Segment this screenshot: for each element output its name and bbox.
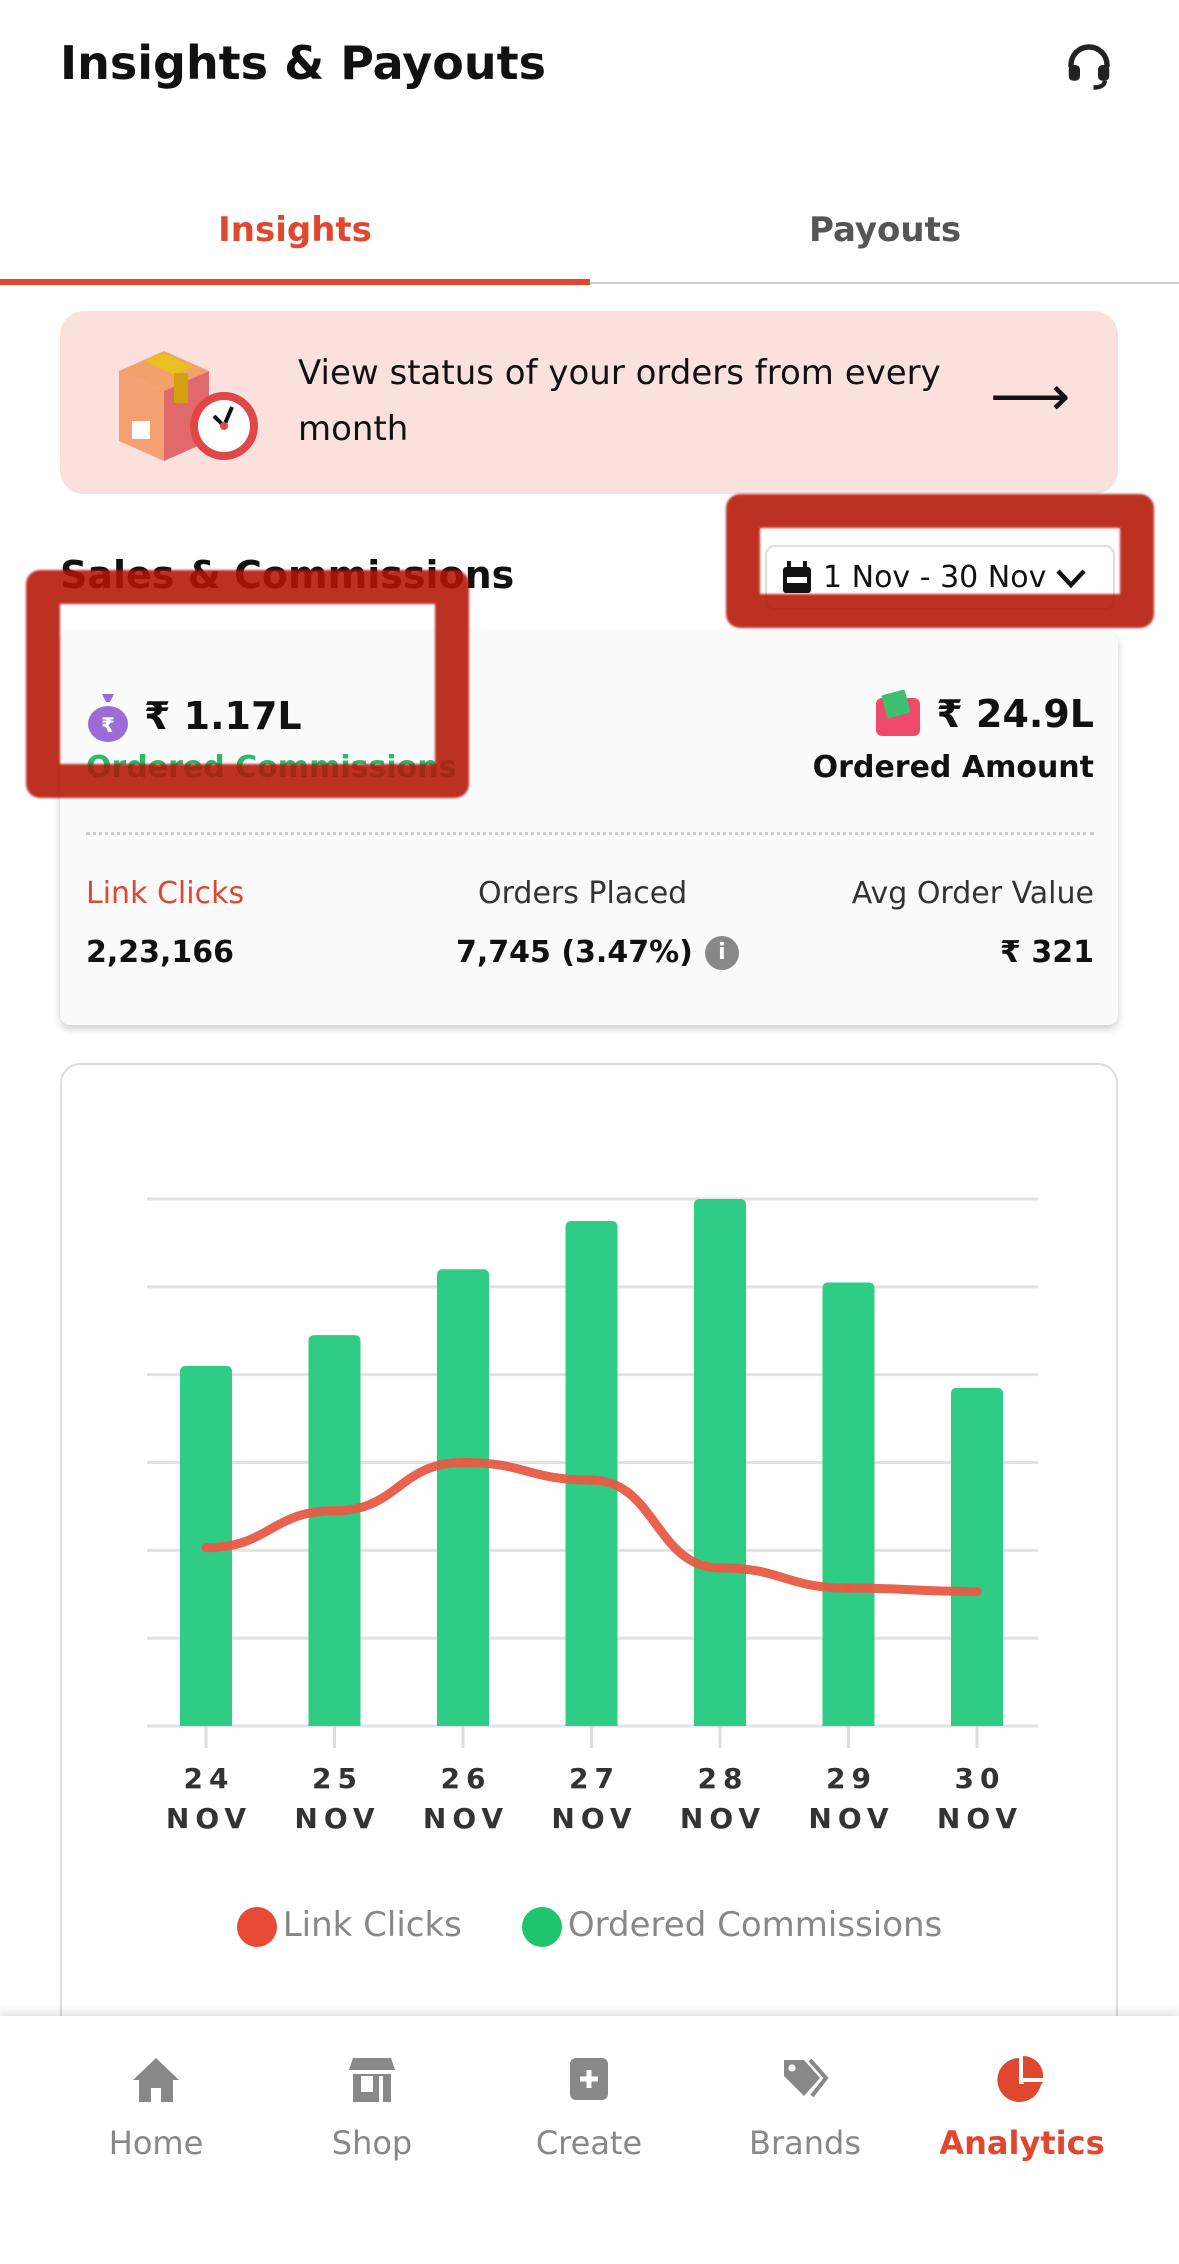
nav-brands[interactable]: Brands: [705, 2056, 905, 2162]
line-point: [844, 1584, 853, 1593]
x-tick-label-day: 30: [955, 1762, 1006, 1795]
x-tick-label-day: 24: [184, 1762, 235, 1795]
link-clicks-value: 2,23,166: [86, 935, 235, 970]
orders-placed-row: 7,745 (3.47%) i: [456, 935, 739, 970]
home-icon: [133, 2058, 179, 2102]
line-point: [459, 1458, 467, 1467]
banner-text: View status of your orders from every mo…: [298, 353, 941, 449]
cash-envelope-icon: [876, 690, 921, 736]
line-point: [716, 1563, 724, 1572]
x-tick-label-month: NOV: [294, 1802, 380, 1835]
nav-label: Brands: [749, 2124, 861, 2162]
plus-square-icon: [570, 2058, 608, 2100]
bar: [565, 1220, 618, 1726]
tag-icon: [784, 2058, 829, 2098]
x-tick-label-month: NOV: [680, 1802, 766, 1835]
divider: [86, 832, 1094, 835]
line-point: [973, 1587, 981, 1596]
bar: [694, 1199, 746, 1726]
pie-chart-icon: [997, 2056, 1044, 2102]
arrow-right-icon: ⟶: [990, 364, 1071, 427]
amount-label: Ordered Amount: [812, 750, 1094, 785]
bottom-nav: Home Shop Create Brands Analytics: [0, 2016, 1179, 2264]
x-tick-label-day: 29: [826, 1762, 877, 1795]
info-icon[interactable]: i: [704, 935, 739, 970]
commissions-value: ₹ 1.17L: [144, 694, 302, 738]
page-title: Insights & Payouts: [60, 36, 547, 90]
tab-active-indicator: [0, 279, 590, 285]
svg-text:₹: ₹: [101, 713, 115, 737]
x-tick-label-month: NOV: [423, 1802, 509, 1835]
line-point: [587, 1476, 596, 1485]
order-status-banner[interactable]: View status of your orders from every mo…: [60, 311, 1118, 494]
x-tick-label-month: NOV: [808, 1802, 894, 1835]
sales-chart: 24 NOV 25 NOV 26 NOV 27 NOV 28 NOV 29 NOV 30 NOV: [147, 1197, 1038, 1835]
x-tick-label-month: NOV: [937, 1802, 1023, 1835]
amount-value-row: ₹ 24.9L: [874, 690, 1094, 738]
legend-link-clicks[interactable]: Link Clicks: [236, 1905, 462, 1947]
tab-insights[interactable]: Insights: [218, 210, 372, 250]
legend-label: Link Clicks: [282, 1905, 462, 1945]
legend-ordered-commissions[interactable]: Ordered Commissions: [521, 1905, 943, 1947]
annotation-box: [726, 494, 1154, 628]
chevron-down-icon: [1056, 569, 1086, 588]
chart-legend: Link Clicks Ordered Commissions: [0, 1905, 1179, 1947]
x-tick-label-month: NOV: [166, 1802, 252, 1835]
line-point: [330, 1506, 339, 1515]
legend-dot-icon: [236, 1906, 277, 1947]
nav-create[interactable]: Create: [489, 2056, 689, 2162]
orders-placed-value: 7,745 (3.47%): [456, 935, 693, 970]
legend-label: Ordered Commissions: [567, 1905, 943, 1945]
x-tick-label-day: 25: [312, 1762, 363, 1795]
nav-home[interactable]: Home: [56, 2056, 256, 2162]
x-tick-label-month: NOV: [551, 1802, 637, 1835]
commissions-value-row: ₹ ₹ 1.17L: [86, 690, 302, 742]
nav-label: Shop: [331, 2124, 413, 2162]
x-tick-label-day: 27: [569, 1762, 620, 1795]
annotation-box: [26, 570, 469, 798]
x-tick-label-day: 28: [698, 1762, 749, 1795]
summary-card: ₹ ₹ 1.17L Ordered Commissions ₹ 24.9L Or…: [60, 632, 1118, 1025]
nav-label: Create: [535, 2124, 643, 2162]
avg-order-label: Avg Order Value: [851, 876, 1094, 911]
bar: [951, 1387, 1003, 1726]
x-tick-label-day: 26: [441, 1762, 492, 1795]
link-clicks-label: Link Clicks: [86, 876, 245, 911]
tab-payouts[interactable]: Payouts: [808, 210, 962, 250]
shop-icon: [349, 2058, 395, 2102]
orders-placed-label: Orders Placed: [478, 876, 688, 911]
headset-icon[interactable]: [1062, 38, 1116, 92]
bar: [822, 1282, 875, 1726]
line-point: [202, 1543, 210, 1552]
calendar-icon: [783, 560, 811, 593]
avg-order-value: ₹ 321: [1000, 935, 1094, 970]
nav-shop[interactable]: Shop: [272, 2056, 472, 2162]
nav-analytics[interactable]: Analytics: [922, 2056, 1122, 2162]
nav-label: Analytics: [939, 2124, 1105, 2162]
money-bag-icon: ₹: [88, 694, 128, 742]
package-clock-icon: [119, 351, 258, 461]
legend-dot-icon: [521, 1906, 562, 1947]
nav-label: Home: [108, 2124, 204, 2162]
date-range-text: 1 Nov - 30 Nov: [823, 560, 1047, 595]
bar: [308, 1335, 361, 1726]
amount-value: ₹ 24.9L: [936, 692, 1094, 736]
bar: [437, 1269, 489, 1726]
